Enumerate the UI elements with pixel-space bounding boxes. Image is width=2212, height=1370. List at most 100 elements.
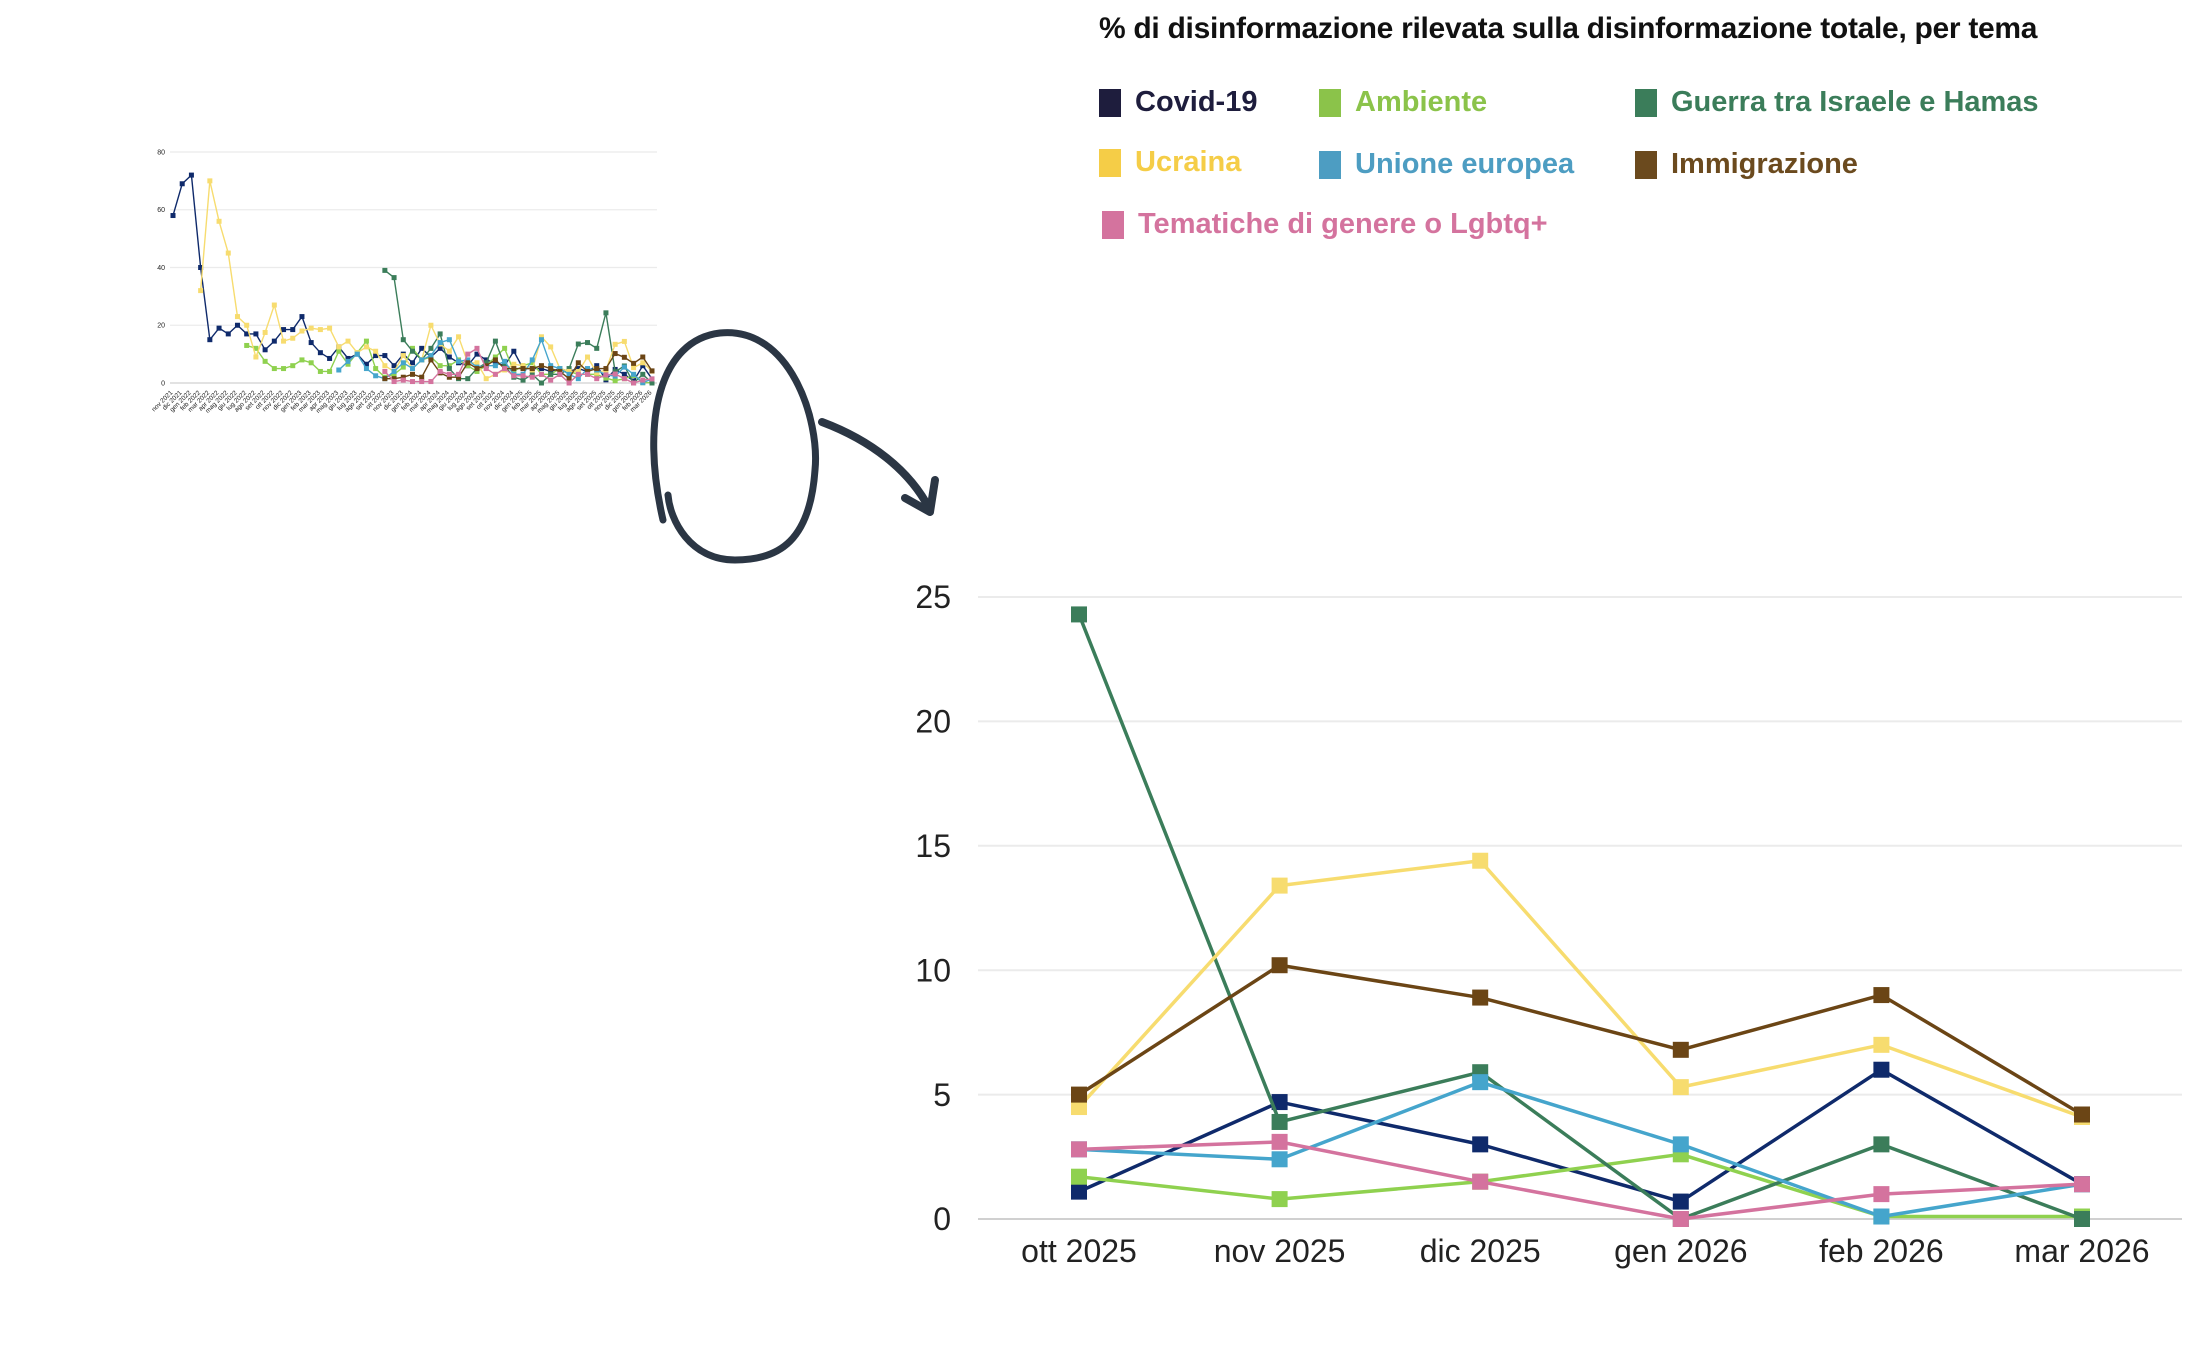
- data-point: [640, 354, 646, 360]
- y-tick-label: 5: [933, 1077, 951, 1113]
- legend-item-tematiche-genere[interactable]: Tematiche di genere o Lgbtq+: [1102, 208, 1548, 241]
- data-point: [373, 373, 379, 379]
- data-point: [225, 250, 231, 256]
- y-tick-label: 60: [157, 207, 165, 214]
- legend-item-ambiente[interactable]: Ambiente: [1319, 86, 1487, 119]
- data-point: [557, 368, 563, 374]
- data-point: [446, 363, 452, 369]
- data-point: [373, 353, 379, 359]
- data-point: [1071, 1183, 1087, 1200]
- data-point: [391, 371, 397, 377]
- data-point: [631, 360, 637, 366]
- data-point: [612, 341, 618, 347]
- data-point: [281, 366, 287, 372]
- legend-item-guerra[interactable]: Guerra tra Israele e Hamas: [1635, 86, 2039, 119]
- data-point: [548, 344, 554, 350]
- data-point: [400, 374, 406, 380]
- y-tick-label: 25: [915, 579, 951, 615]
- data-point: [410, 348, 415, 354]
- data-point: [465, 376, 471, 382]
- data-point: [198, 288, 204, 294]
- series-immigrazione: [382, 351, 655, 382]
- legend-item-covid[interactable]: Covid-19: [1099, 86, 1257, 119]
- data-point: [419, 379, 425, 385]
- data-point: [529, 357, 535, 363]
- data-point: [621, 354, 627, 360]
- y-tick-label: 40: [157, 265, 165, 272]
- data-point: [566, 368, 572, 374]
- data-point: [492, 354, 498, 360]
- legend-swatch-icon: [1099, 148, 1121, 177]
- data-point: [557, 371, 563, 377]
- data-point: [456, 371, 462, 377]
- x-tick-label: gen 2026: [1614, 1233, 1747, 1269]
- highlight-circle: [650, 329, 820, 564]
- data-point: [474, 351, 480, 357]
- series-immigrazione: [1071, 957, 2090, 1123]
- x-tick-label: dic 2025: [1420, 1233, 1541, 1269]
- data-point: [262, 358, 268, 364]
- data-point: [271, 366, 277, 372]
- legend-label: Ucraina: [1135, 146, 1242, 178]
- legend-label: Ambiente: [1355, 86, 1488, 118]
- data-point: [271, 302, 277, 308]
- data-point: [234, 322, 240, 328]
- data-point: [483, 357, 489, 363]
- data-point: [290, 327, 296, 333]
- y-tick-label: 0: [933, 1201, 951, 1237]
- data-point: [244, 342, 250, 348]
- data-point: [529, 366, 535, 372]
- data-point: [492, 363, 498, 369]
- data-point: [585, 340, 591, 346]
- legend-item-ucraina[interactable]: Ucraina: [1099, 146, 1241, 179]
- data-point: [456, 358, 462, 364]
- series-line: [1078, 1152, 2082, 1219]
- data-point: [437, 368, 443, 374]
- data-point: [511, 366, 517, 372]
- data-point: [456, 374, 462, 380]
- data-point: [612, 378, 618, 384]
- data-point: [170, 213, 176, 219]
- data-point: [400, 337, 406, 343]
- data-point: [1071, 1099, 1087, 1116]
- data-point: [465, 357, 471, 363]
- data-point: [538, 371, 544, 377]
- legend-swatch-icon: [1102, 210, 1124, 239]
- data-point: [253, 345, 259, 351]
- y-tick-label: 80: [157, 149, 165, 156]
- data-point: [594, 370, 600, 376]
- data-point: [502, 345, 508, 351]
- data-point: [336, 344, 342, 350]
- data-point: [391, 376, 397, 382]
- data-point: [428, 353, 434, 359]
- data-point: [345, 338, 351, 344]
- data-point: [262, 329, 268, 335]
- data-point: [216, 218, 222, 224]
- legend-label: Tematiche di genere o Lgbtq+: [1138, 208, 1548, 240]
- data-point: [483, 376, 489, 382]
- y-tick-label: 15: [915, 828, 951, 864]
- data-point: [538, 334, 544, 340]
- data-point: [612, 351, 618, 357]
- data-point: [446, 371, 452, 377]
- data-point: [557, 366, 563, 372]
- data-point: [585, 354, 591, 360]
- data-point: [363, 344, 369, 350]
- series-tematiche-di-genere-o-lgbtq: [382, 345, 655, 386]
- series-line: [1078, 1067, 2083, 1204]
- data-point: [391, 363, 397, 369]
- data-point: [640, 363, 646, 369]
- data-point: [575, 376, 581, 382]
- legend-item-immigrazione[interactable]: Immigrazione: [1635, 148, 1858, 181]
- data-point: [456, 334, 462, 340]
- data-point: [225, 331, 231, 337]
- data-point: [410, 371, 415, 377]
- data-point: [391, 379, 397, 385]
- data-point: [1472, 1173, 1489, 1190]
- data-point: [290, 363, 296, 369]
- data-point: [511, 348, 517, 354]
- data-point: [492, 360, 498, 366]
- legend-item-unione-europea[interactable]: Unione europea: [1319, 148, 1574, 181]
- legend-swatch-icon: [1319, 88, 1341, 117]
